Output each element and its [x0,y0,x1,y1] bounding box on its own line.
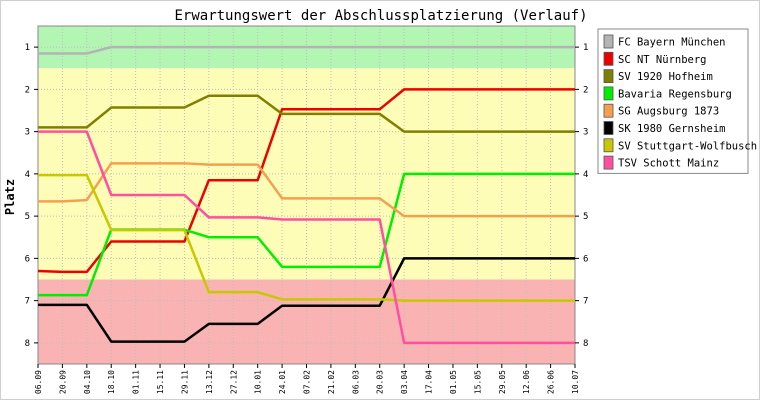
x-tick-label: 17.04 [425,370,434,394]
chart-title: Erwartungswert der Abschlussplatzierung … [174,8,587,24]
series-line-3 [38,94,575,133]
x-tick-label: 20.09 [58,370,67,394]
y-tick-label-left: 7 [25,297,30,307]
legend-swatch [603,138,614,153]
x-tick-label: 10.01 [254,370,263,394]
series-lines [37,45,575,345]
x-tick-label: 20.03 [376,370,385,394]
legend-label: Bavaria Regensburg [618,88,732,100]
legend-box [597,28,749,174]
axes: 1 1 2 2 3 3 4 4 5 5 6 6 7 7 8 8 06.09 20.09 04.10 18.10 01.1… [25,25,588,394]
x-tick-label: 13.12 [205,370,214,394]
y-tick-label-left: 3 [25,128,30,138]
legend-swatch [603,86,614,101]
x-tick-label: 29.11 [180,370,189,394]
y-tick-label-right: 2 [583,85,588,95]
legend-label: SK 1980 Gernsheim [618,123,725,135]
y-tick-label-right: 3 [583,128,588,138]
y-tick-label-right: 1 [583,43,588,53]
legend-swatch [603,34,614,49]
x-tick-label: 10.07 [571,370,580,394]
y-tick-label-right: 8 [583,339,588,349]
y-tick-label-left: 4 [25,170,30,180]
x-tick-label: 18.10 [107,370,116,394]
legend-swatch [603,103,614,118]
legend-swatch [603,121,614,135]
x-tick-label: 24.01 [278,370,287,394]
y-tick-label-right: 5 [583,212,588,222]
y-tick-label-left: 1 [25,43,30,53]
y-axis-label: Platz [3,179,17,215]
series-line-8 [38,130,575,345]
y-tick-label-left: 6 [25,254,30,264]
x-tick-label: 26.06 [547,370,556,394]
x-tick-label: 06.09 [34,370,43,394]
x-tick-label: 12.06 [522,370,531,394]
x-tick-label: 01.05 [449,370,458,394]
x-tick-label: 15.05 [473,370,482,394]
y-tick-label-left: 8 [25,339,30,349]
y-tick-label-right: 6 [583,254,588,264]
legend-label: FC Bayern München [618,37,725,49]
series-line-1 [38,45,575,55]
y-tick-label-left: 5 [25,212,30,222]
x-tick-label: 21.02 [327,370,336,394]
series-line-2 [37,88,575,274]
series-line-5 [38,162,575,218]
x-tick-label: 27.12 [229,370,238,394]
series-line-7 [38,173,575,302]
y-tick-label-right: 7 [583,297,588,307]
x-tick-label: 07.02 [303,370,312,394]
x-tick-label: 04.10 [83,370,92,394]
legend: FC Bayern München SC NT Nürnberg SV 1920 H… [597,28,757,174]
legend-swatch [603,51,614,66]
y-tick-label-left: 2 [25,85,30,95]
x-tick-label: 15.11 [156,370,165,394]
legend-label: SG Augsburg 1873 [618,106,719,118]
series-line-6 [38,257,575,343]
legend-label: SC NT Nürnberg [618,54,707,66]
x-tick-label: 06.03 [351,370,360,394]
legend-swatch [603,69,614,83]
legend-label: SV Stuttgart-Wolfbusch [618,140,757,152]
band-3 [38,279,575,364]
y-tick-label-right: 4 [583,170,588,180]
legend-swatch [603,155,614,170]
legend-label: SV 1920 Hofheim [618,71,713,83]
x-tick-label: 03.04 [400,370,409,394]
x-tick-label: 01.11 [132,370,141,394]
legend-label: TSV Schott Mainz [618,158,719,170]
x-tick-label: 29.05 [498,370,507,394]
